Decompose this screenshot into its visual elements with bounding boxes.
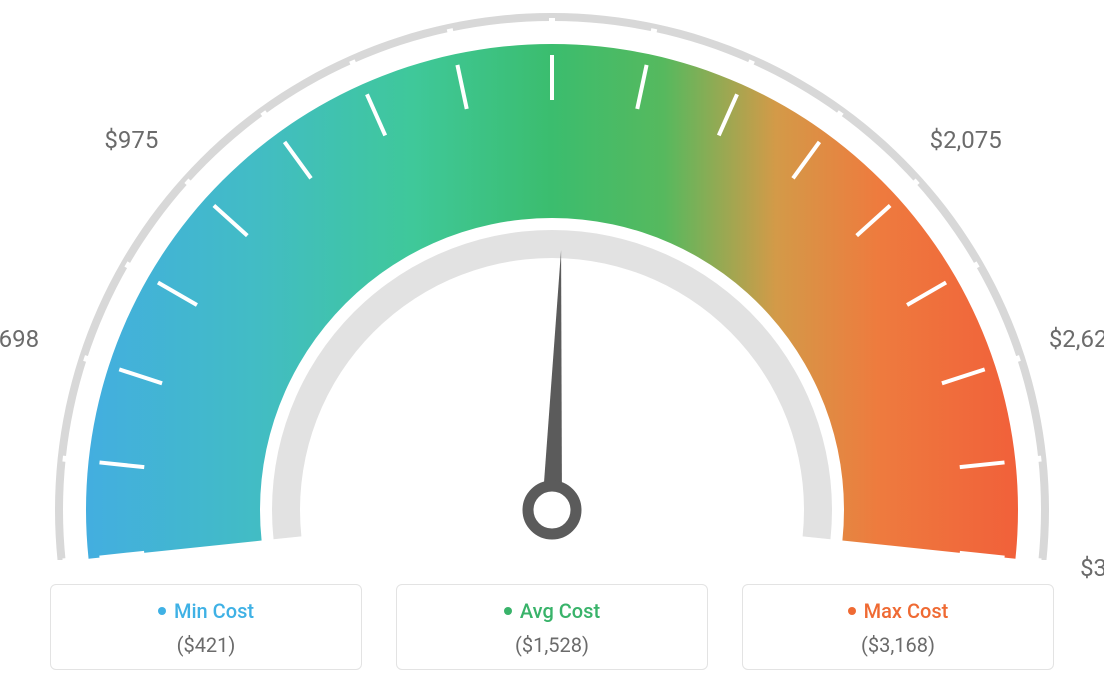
legend-card-min: Min Cost ($421) (50, 584, 362, 670)
tick-label: $698 (0, 325, 39, 353)
tick-label: $2,622 (1049, 325, 1104, 353)
legend-value-avg: ($1,528) (397, 633, 707, 657)
legend-label-avg: Avg Cost (520, 599, 600, 623)
legend-label-max: Max Cost (864, 599, 949, 623)
legend-value-max: ($3,168) (743, 633, 1053, 657)
legend-card-avg: Avg Cost ($1,528) (396, 584, 708, 670)
gauge-area: $421$698$975$1,528$2,075$2,622$3,168 (0, 0, 1104, 560)
gauge-infographic: $421$698$975$1,528$2,075$2,622$3,168 Min… (0, 0, 1104, 690)
legend-value-min: ($421) (51, 633, 361, 657)
legend-title-avg: Avg Cost (504, 599, 600, 623)
gauge-svg (0, 0, 1104, 560)
dot-icon-min (158, 607, 166, 615)
tick-label: $2,075 (930, 126, 1002, 154)
tick-label: $3,168 (1080, 554, 1104, 582)
legend-label-min: Min Cost (174, 599, 254, 623)
legend-title-min: Min Cost (158, 599, 254, 623)
dot-icon-avg (504, 607, 512, 615)
legend-title-max: Max Cost (848, 599, 949, 623)
legend-card-max: Max Cost ($3,168) (742, 584, 1054, 670)
tick-label: $421 (0, 554, 4, 582)
dot-icon-max (848, 607, 856, 615)
tick-label: $975 (104, 126, 158, 154)
legend-row: Min Cost ($421) Avg Cost ($1,528) Max Co… (0, 584, 1104, 670)
